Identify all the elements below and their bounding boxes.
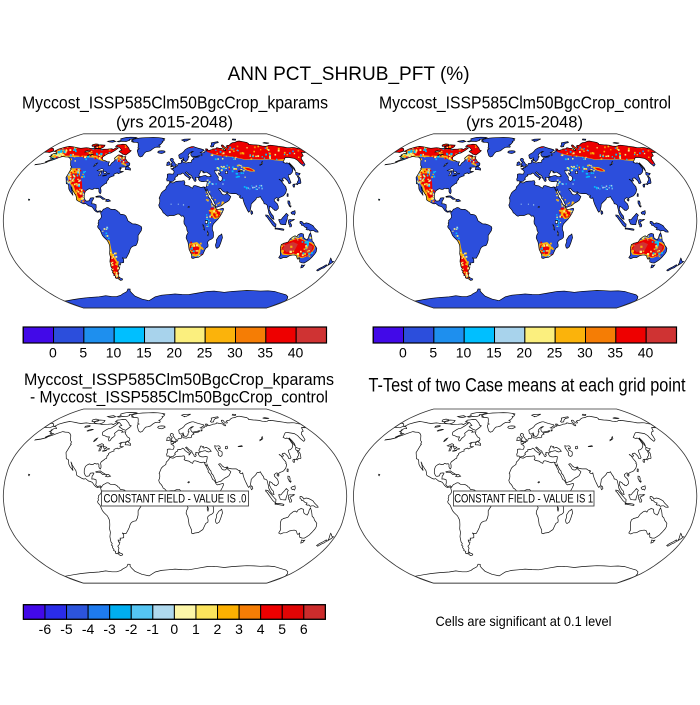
svg-text:- Myccost_ISSP585Clm50BgcCrop_: - Myccost_ISSP585Clm50BgcCrop_control — [30, 389, 328, 407]
svg-text:1: 1 — [192, 621, 200, 637]
svg-text:Myccost_ISSP585Clm50BgcCrop_co: Myccost_ISSP585Clm50BgcCrop_control — [379, 93, 671, 114]
svg-text:0: 0 — [399, 345, 407, 361]
svg-text:35: 35 — [257, 345, 273, 361]
svg-text:3: 3 — [235, 621, 243, 637]
svg-text:Myccost_ISSP585Clm50BgcCrop_kp: Myccost_ISSP585Clm50BgcCrop_kparams — [22, 93, 328, 114]
svg-text:(yrs 2015-2048): (yrs 2015-2048) — [116, 113, 233, 132]
svg-text:ANN PCT_SHRUB_PFT (%): ANN PCT_SHRUB_PFT (%) — [228, 63, 470, 85]
svg-text:-6: -6 — [39, 621, 52, 637]
svg-text:10: 10 — [456, 345, 472, 361]
svg-text:-4: -4 — [82, 621, 95, 637]
svg-text:5: 5 — [79, 345, 87, 361]
svg-text:T-Test of two Case means at ea: T-Test of two Case means at each grid po… — [369, 376, 687, 397]
svg-text:-1: -1 — [147, 621, 160, 637]
svg-text:4: 4 — [257, 621, 265, 637]
svg-text:5: 5 — [278, 621, 286, 637]
svg-text:Cells are significant at 0.1 l: Cells are significant at 0.1 level — [436, 613, 612, 629]
svg-text:40: 40 — [288, 345, 304, 361]
svg-text:15: 15 — [486, 345, 502, 361]
svg-text:0: 0 — [170, 621, 178, 637]
svg-text:25: 25 — [547, 345, 563, 361]
svg-text:6: 6 — [300, 621, 308, 637]
svg-text:5: 5 — [429, 345, 437, 361]
svg-text:CONSTANT FIELD - VALUE IS .0: CONSTANT FIELD - VALUE IS .0 — [104, 494, 247, 506]
svg-text:-3: -3 — [103, 621, 116, 637]
svg-text:30: 30 — [577, 345, 593, 361]
svg-text:20: 20 — [516, 345, 532, 361]
svg-text:15: 15 — [136, 345, 152, 361]
svg-text:Myccost_ISSP585Clm50BgcCrop_kp: Myccost_ISSP585Clm50BgcCrop_kparams — [24, 371, 334, 389]
svg-text:25: 25 — [197, 345, 213, 361]
svg-text:(yrs 2015-2048): (yrs 2015-2048) — [466, 113, 583, 132]
svg-text:20: 20 — [166, 345, 182, 361]
svg-text:30: 30 — [227, 345, 243, 361]
svg-text:10: 10 — [106, 345, 122, 361]
svg-text:0: 0 — [49, 345, 57, 361]
svg-text:CONSTANT FIELD - VALUE IS 1: CONSTANT FIELD - VALUE IS 1 — [454, 494, 593, 506]
svg-text:35: 35 — [607, 345, 623, 361]
svg-text:40: 40 — [638, 345, 654, 361]
svg-text:-2: -2 — [125, 621, 138, 637]
svg-text:2: 2 — [214, 621, 222, 637]
svg-text:-5: -5 — [60, 621, 73, 637]
